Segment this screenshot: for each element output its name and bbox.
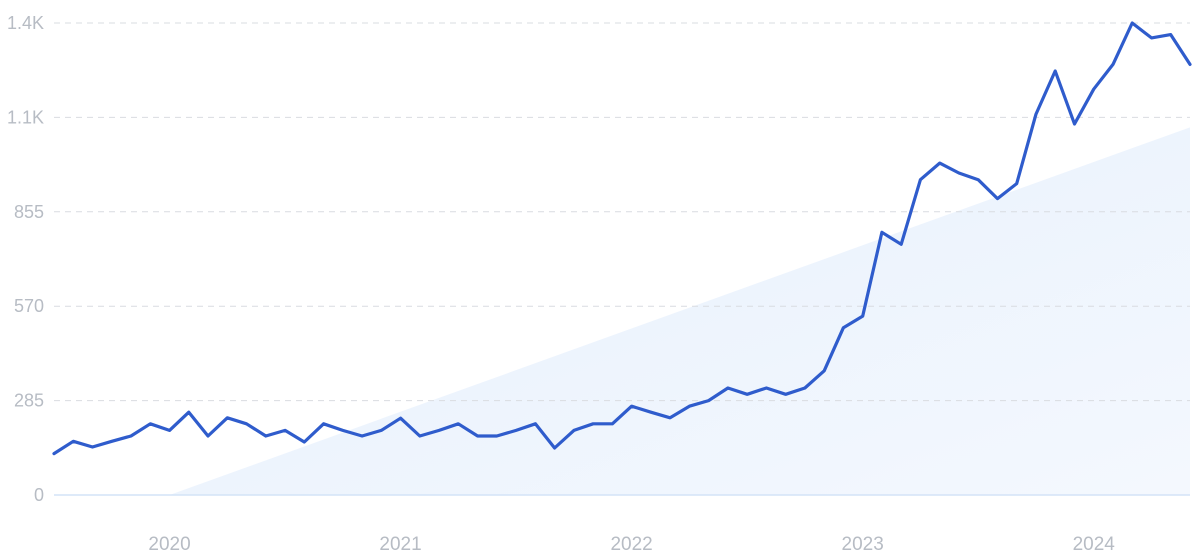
x-tick-label: 2023	[842, 534, 884, 555]
x-tick-label: 2021	[379, 534, 421, 555]
trend-area	[169, 127, 1191, 495]
y-tick-label: 285	[14, 391, 44, 411]
x-tick-label: 2020	[148, 534, 190, 555]
y-tick-label: 0	[34, 485, 44, 505]
series-line	[52, 21, 1192, 456]
y-tick-label: 1.4K	[7, 13, 44, 33]
y-tick-label: 570	[14, 296, 44, 316]
y-tick-label: 1.1K	[7, 107, 44, 127]
x-tick-label: 2024	[1073, 534, 1116, 555]
y-tick-label: 855	[14, 202, 44, 222]
x-tick-label: 2022	[610, 534, 652, 555]
